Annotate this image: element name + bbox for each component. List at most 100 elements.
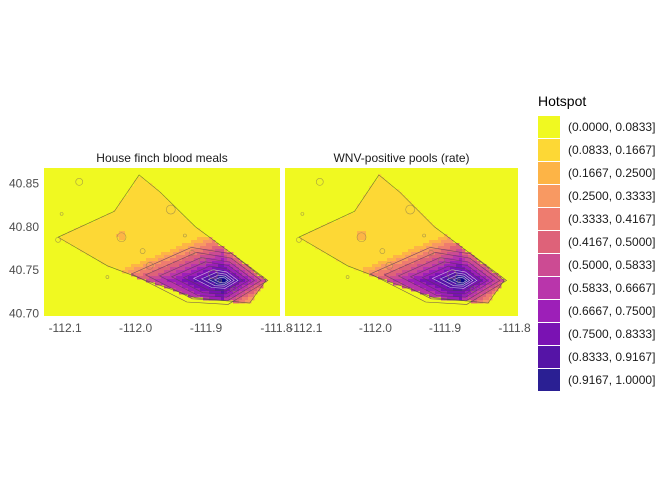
raster-cell xyxy=(83,231,87,235)
raster-cell xyxy=(113,219,117,223)
raster-cell xyxy=(242,294,246,298)
raster-cell xyxy=(137,204,141,208)
raster-cell xyxy=(86,249,90,253)
raster-cell xyxy=(206,264,210,268)
raster-cell xyxy=(239,264,243,268)
raster-cell xyxy=(149,234,153,238)
raster-cell xyxy=(318,237,322,241)
raster-cell xyxy=(408,240,412,244)
raster-cell xyxy=(369,270,373,274)
raster-cell xyxy=(161,258,165,262)
raster-cell xyxy=(194,291,198,295)
x-tick-label: -112.0 xyxy=(359,321,392,335)
raster-cell xyxy=(167,258,171,262)
raster-cell xyxy=(95,225,99,229)
raster-cell xyxy=(176,228,180,232)
raster-cell xyxy=(435,288,439,292)
site-point xyxy=(218,278,222,283)
raster-cell xyxy=(402,264,406,268)
raster-cell xyxy=(116,225,120,229)
raster-cell xyxy=(420,279,424,283)
raster-cell xyxy=(387,207,391,211)
site-point xyxy=(183,233,187,238)
raster-cell xyxy=(453,246,457,250)
raster-cell xyxy=(369,237,373,241)
raster-cell xyxy=(411,282,415,286)
raster-cell xyxy=(396,246,400,250)
raster-cell xyxy=(435,267,439,271)
raster-cell xyxy=(483,279,487,283)
raster-cell xyxy=(122,219,126,223)
raster-cell xyxy=(161,231,165,235)
raster-cell xyxy=(417,255,421,259)
raster-cell xyxy=(224,255,228,259)
raster-cell xyxy=(480,264,484,268)
raster-cell xyxy=(245,276,249,280)
raster-cell xyxy=(89,243,93,247)
raster-cell xyxy=(402,213,406,217)
raster-cell xyxy=(167,231,171,235)
raster-cell xyxy=(429,258,433,262)
raster-cell xyxy=(134,252,138,256)
raster-cell xyxy=(197,288,201,292)
raster-cell xyxy=(110,243,114,247)
raster-cell xyxy=(405,243,409,247)
raster-cell xyxy=(179,261,183,265)
raster-cell xyxy=(327,234,331,238)
raster-cell xyxy=(489,273,493,277)
raster-cell xyxy=(239,279,243,283)
raster-cell xyxy=(113,243,117,247)
raster-cell xyxy=(420,276,424,280)
raster-cell xyxy=(173,261,177,265)
raster-cell xyxy=(342,228,346,232)
raster-cell xyxy=(197,276,201,280)
raster-cell xyxy=(408,243,412,247)
raster-cell xyxy=(191,276,195,280)
raster-cell xyxy=(390,213,394,217)
raster-cell xyxy=(218,294,222,298)
raster-cell xyxy=(221,261,225,265)
raster-cell xyxy=(221,282,225,286)
raster-cell xyxy=(384,243,388,247)
raster-cell xyxy=(336,228,340,232)
raster-cell xyxy=(474,276,478,280)
raster-cell xyxy=(131,270,135,274)
raster-cell xyxy=(369,249,373,253)
raster-cell xyxy=(453,243,457,247)
raster-cell xyxy=(152,276,156,280)
raster-cell xyxy=(417,228,421,232)
raster-cell xyxy=(456,282,460,286)
raster-cell xyxy=(402,195,406,199)
raster-cell xyxy=(86,243,90,247)
raster-cell xyxy=(122,243,126,247)
raster-cell xyxy=(140,177,144,181)
raster-cell xyxy=(170,270,174,274)
raster-cell xyxy=(179,255,183,259)
site-point xyxy=(139,248,146,254)
raster-cell xyxy=(444,258,448,262)
raster-cell xyxy=(372,246,376,250)
raster-cell xyxy=(254,285,258,289)
raster-cell xyxy=(131,261,135,265)
raster-cell xyxy=(456,249,460,253)
raster-cell xyxy=(417,225,421,229)
raster-cell xyxy=(185,249,189,253)
raster-cell xyxy=(104,231,108,235)
raster-cell xyxy=(360,267,364,271)
raster-cell xyxy=(140,186,144,190)
raster-cell xyxy=(342,249,346,253)
raster-cell xyxy=(110,222,114,226)
raster-cell xyxy=(459,258,463,262)
raster-cell xyxy=(188,264,192,268)
raster-cell xyxy=(390,273,394,277)
raster-cell xyxy=(405,261,409,265)
raster-cell xyxy=(149,207,153,211)
raster-cell xyxy=(483,291,487,295)
raster-cell xyxy=(257,276,261,280)
raster-cell xyxy=(203,285,207,289)
raster-cell xyxy=(134,204,138,208)
raster-cell xyxy=(170,249,174,253)
raster-cell xyxy=(396,252,400,256)
raster-cell xyxy=(230,258,234,262)
raster-cell xyxy=(248,273,252,277)
